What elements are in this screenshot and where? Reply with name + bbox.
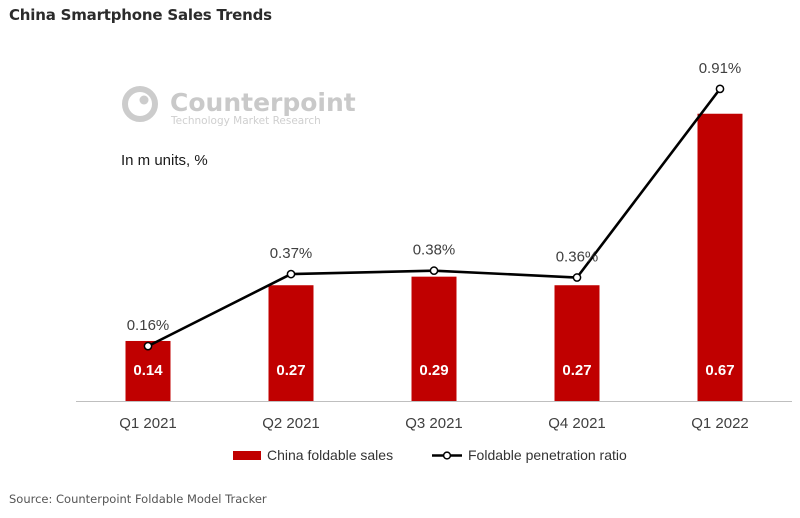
legend-sales-label: China foldable sales [267,447,393,463]
bar-3 [554,285,600,401]
counterpoint-logo: Counterpoint Technology Market Research [122,86,356,127]
penetration-point-1 [286,269,296,279]
legend-item-ratio: Foldable penetration ratio [432,447,627,463]
penetration-label-3: 0.36% [556,249,599,266]
penetration-line-layer [143,84,725,351]
legend-ratio-label: Foldable penetration ratio [468,447,627,463]
penetration-point-2 [429,266,439,276]
logo-ring-icon [122,86,158,122]
bar-4 [697,113,743,402]
bar-2 [411,276,457,401]
x-tick-label-4: Q1 2022 [691,415,749,432]
penetration-label-1: 0.37% [270,245,313,262]
penetration-point-4 [715,84,725,94]
bar-value-label-1: 0.27 [276,362,305,379]
x-tick-label-3: Q4 2021 [548,415,606,432]
penetration-label-4: 0.91% [699,60,742,77]
legend-item-sales: China foldable sales [233,447,393,463]
logo-dot-icon [139,95,149,105]
logo-tagline: Technology Market Research [170,115,321,127]
page-title: China Smartphone Sales Trends [9,6,272,24]
bar-1 [268,285,314,401]
x-tick-label-1: Q2 2021 [262,415,320,432]
penetration-point-3 [572,273,582,282]
penetration-label-2: 0.38% [413,242,456,259]
penetration-labels: 0.16% 0.37% 0.38% 0.36% 0.91% [127,60,742,334]
bar-0 [125,340,171,401]
bar-value-label-0: 0.14 [133,362,163,379]
legend-bar-swatch [233,451,261,460]
x-tick-labels: Q1 2021 Q2 2021 Q3 2021 Q4 2021 Q1 2022 [119,415,749,432]
bars-layer: 0.14 0.27 0.29 0.27 0.67 [125,113,743,402]
x-tick-label-0: Q1 2021 [119,415,177,432]
bar-value-label-2: 0.29 [419,362,448,379]
units-label: In m units, % [121,152,208,169]
legend: China foldable sales Foldable penetratio… [233,447,627,463]
x-tick-label-2: Q3 2021 [405,415,463,432]
bar-value-label-3: 0.27 [562,362,591,379]
bar-value-label-4: 0.67 [705,362,734,379]
legend-marker-icon [442,451,452,460]
penetration-point-0 [143,341,153,351]
penetration-label-0: 0.16% [127,317,170,334]
source-note: Source: Counterpoint Foldable Model Trac… [9,492,267,506]
logo-wordmark: Counterpoint [170,88,356,117]
